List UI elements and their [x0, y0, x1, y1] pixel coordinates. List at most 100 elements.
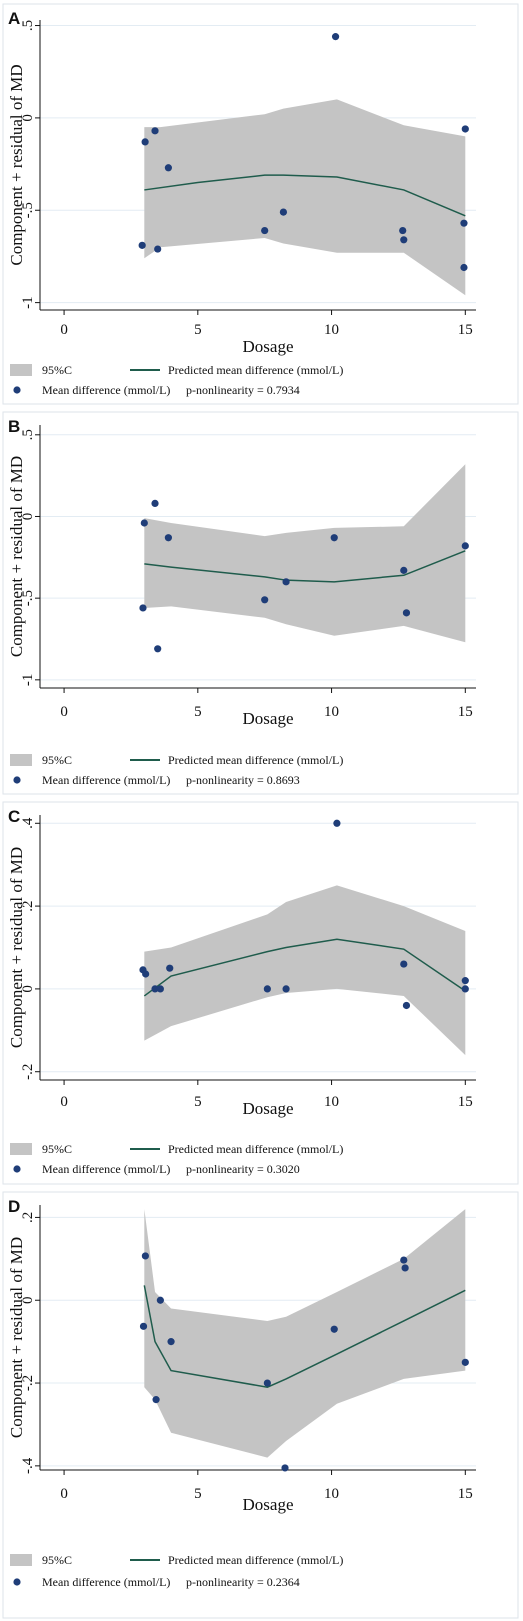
- x-tick-label: 5: [194, 1094, 202, 1110]
- data-point: [164, 534, 172, 542]
- data-point: [279, 208, 288, 216]
- x-tick-label: 15: [458, 1486, 473, 1502]
- x-tick-label: 5: [194, 322, 202, 338]
- x-axis-title: Dosage: [243, 1099, 294, 1118]
- legend-label: Predicted mean difference (mmol/L): [168, 1553, 343, 1567]
- panel-frame: [2, 411, 519, 795]
- data-point: [461, 1358, 469, 1366]
- data-point: [461, 985, 469, 993]
- y-tick-label: .5: [20, 20, 36, 31]
- data-point: [167, 1338, 175, 1346]
- legend-label: Mean difference (mmol/L): [42, 773, 170, 787]
- x-tick-label: 10: [324, 322, 339, 338]
- x-tick-label: 15: [458, 322, 473, 338]
- y-tick-label: 0: [20, 985, 36, 993]
- x-tick-label: 10: [324, 1486, 339, 1502]
- data-point: [156, 1296, 164, 1304]
- x-axis-title: Dosage: [243, 337, 294, 356]
- data-point: [156, 985, 164, 993]
- y-axis-title: Component + residual of MD: [7, 1237, 26, 1438]
- y-tick-label: -.2: [20, 1064, 36, 1080]
- data-point: [141, 1252, 149, 1260]
- data-point: [333, 819, 341, 827]
- panel-label: B: [8, 417, 20, 436]
- legend-swatch: [13, 776, 21, 784]
- y-tick-label: -.5: [20, 202, 36, 218]
- x-tick-label: 10: [324, 704, 339, 720]
- x-tick-label: 5: [194, 704, 202, 720]
- panel-frame: [2, 3, 519, 405]
- legend-swatch: [13, 386, 21, 394]
- panel: D.2 0 -.2 -.4 0 5 10 15 Dosage Component + residu…: [2, 1191, 519, 1619]
- data-point: [138, 241, 146, 249]
- data-point: [139, 604, 147, 612]
- data-point: [460, 263, 468, 272]
- data-point: [460, 219, 468, 227]
- fit-line: [143, 938, 466, 997]
- y-tick-label: 0: [20, 513, 36, 521]
- y-tick-label: -1: [20, 296, 36, 309]
- x-tick-label: 5: [194, 1486, 202, 1502]
- legend-label: 95%C: [42, 363, 72, 377]
- panel-label: A: [8, 9, 20, 28]
- x-tick-label: 15: [458, 1094, 473, 1110]
- data-point: [330, 534, 338, 542]
- x-axis-title: Dosage: [243, 1495, 294, 1514]
- data-point: [154, 645, 162, 653]
- data-point: [282, 578, 290, 586]
- data-point: [400, 566, 408, 574]
- legend-label: 95%C: [42, 1553, 72, 1567]
- legend-label: Predicted mean difference (mmol/L): [168, 753, 343, 767]
- data-point: [461, 542, 469, 550]
- data-point: [140, 519, 148, 527]
- data-point: [141, 138, 149, 146]
- legend-label: Mean difference (mmol/L): [42, 1575, 170, 1589]
- x-tick-label: 0: [60, 1094, 68, 1110]
- data-point: [402, 609, 411, 617]
- y-tick-label: -1: [20, 674, 36, 687]
- annotation: p-nonlinearity = 0.2364: [186, 1575, 300, 1589]
- panel: C .4 .2 0 -.2 0 5 10 15 Dosage Component + residua…: [2, 801, 519, 1185]
- legend-label: Mean difference (mmol/L): [42, 1162, 170, 1176]
- data-point: [330, 1325, 338, 1333]
- data-point: [263, 1379, 271, 1387]
- data-point: [261, 596, 269, 604]
- annotation: p-nonlinearity = 0.3020: [186, 1162, 300, 1176]
- y-tick-label: .4: [20, 817, 36, 829]
- ci-band: [144, 464, 466, 643]
- x-tick-label: 0: [60, 322, 68, 338]
- y-tick-label: .2: [20, 1212, 36, 1223]
- legend-label: 95%C: [42, 753, 72, 767]
- panel-label: D: [8, 1197, 20, 1216]
- data-point: [400, 236, 408, 244]
- y-tick-label: .2: [20, 900, 36, 911]
- data-point: [154, 245, 162, 253]
- data-point: [281, 1464, 289, 1472]
- data-point: [331, 33, 340, 41]
- data-point: [400, 1256, 408, 1264]
- data-point: [139, 1322, 148, 1330]
- data-point: [263, 985, 271, 993]
- data-point: [399, 226, 407, 235]
- data-point: [461, 125, 469, 133]
- data-point: [142, 970, 150, 978]
- data-point: [401, 1264, 409, 1272]
- data-point: [151, 127, 159, 135]
- ci-band: [144, 1209, 466, 1458]
- y-tick-label: -.5: [20, 590, 36, 606]
- ci-band: [144, 885, 466, 1056]
- data-point: [461, 977, 469, 985]
- legend-swatch: [10, 754, 32, 766]
- data-point: [152, 1396, 160, 1404]
- x-tick-label: 0: [60, 1486, 68, 1502]
- legend-swatch: [10, 364, 32, 376]
- panel-frame: [2, 1191, 519, 1619]
- panel-frame: [2, 801, 519, 1185]
- fit-line: [143, 1285, 466, 1388]
- legend-swatch: [13, 1578, 21, 1586]
- y-tick-label: -.2: [20, 1375, 36, 1391]
- legend-label: Mean difference (mmol/L): [42, 383, 170, 397]
- y-axis-title: Component + residual of MD: [7, 456, 26, 657]
- x-tick-label: 10: [324, 1094, 339, 1110]
